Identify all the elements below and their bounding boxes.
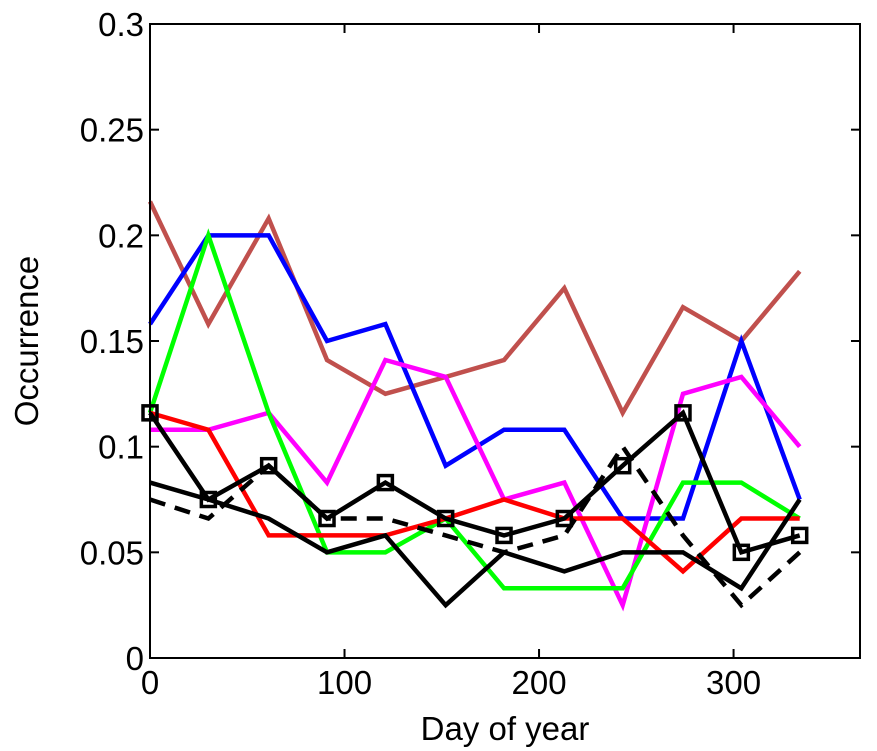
series-8-marker <box>199 490 218 509</box>
series-8-marker <box>259 456 278 475</box>
series-line-3 <box>150 357 802 612</box>
x-tick-label: 200 <box>512 664 567 701</box>
y-tick-label: 0.1 <box>98 429 144 466</box>
series-line-6 <box>149 480 802 609</box>
y-tick-label: 0.3 <box>98 6 144 43</box>
series-8-marker <box>436 509 455 528</box>
series-8-marker <box>555 509 574 528</box>
series-line-2 <box>148 233 802 521</box>
series-layer <box>141 200 809 612</box>
series-line-7 <box>149 442 802 609</box>
y-axis-title: Occurrence <box>8 256 45 427</box>
series-8-marker <box>732 543 751 562</box>
y-tick-label: 0 <box>126 640 144 677</box>
series-line-5 <box>149 410 800 575</box>
series-8-marker <box>674 404 692 422</box>
x-tick-label: 0 <box>141 664 159 701</box>
ticks-layer: 0 100 200 300 0 0.05 0.1 0.15 0.2 0.25 0.3 <box>80 6 860 701</box>
x-tick-label: 300 <box>706 664 761 701</box>
y-tick-label: 0.15 <box>80 323 144 360</box>
series-8-marker <box>318 509 336 528</box>
x-tick-label: 100 <box>317 664 372 701</box>
x-axis-title: Day of year <box>421 710 590 747</box>
y-tick-label: 0.25 <box>80 112 144 149</box>
y-tick-label: 0.05 <box>80 534 144 571</box>
series-8-marker <box>495 526 513 545</box>
series-8-marker <box>613 456 632 475</box>
series-line-4 <box>147 228 801 591</box>
plot-frame <box>149 23 861 659</box>
series-8-marker <box>790 526 809 545</box>
y-tick-label: 0.2 <box>98 217 144 254</box>
series-8-marker <box>376 473 395 492</box>
series-line-8 <box>148 409 801 556</box>
